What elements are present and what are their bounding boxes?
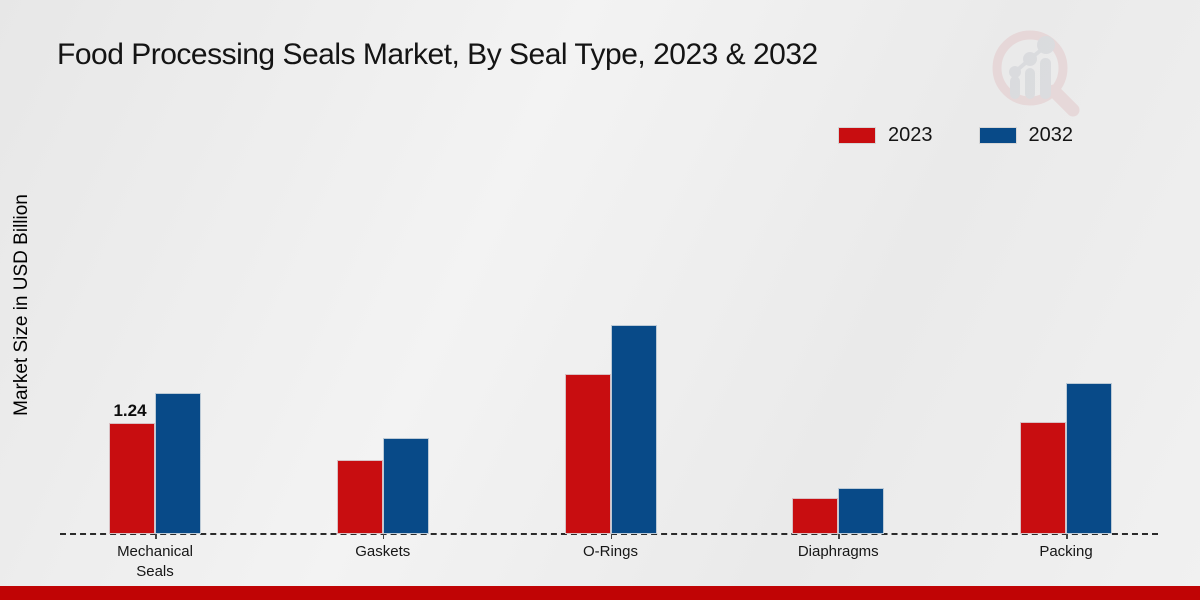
legend-item-2032: 2032	[978, 124, 1074, 147]
legend-label-2032: 2032	[1028, 124, 1074, 146]
category-label-diaphragms: Diaphragms	[797, 543, 879, 560]
bar-2032-diaphragms	[838, 488, 885, 534]
market-research-future-logo-icon	[992, 30, 1080, 117]
legend-swatch-2032	[978, 127, 1017, 144]
bar-2023-o-rings	[564, 373, 611, 534]
bar-2023-mechanical-seals	[109, 423, 155, 534]
x-axis-tick-mechanical-seals	[155, 534, 157, 539]
x-axis-tick-packing	[1066, 534, 1068, 539]
footer-accent-band	[0, 586, 1200, 600]
category-label-packing: Packing	[1039, 543, 1093, 560]
bar-2023-diaphragms	[792, 498, 839, 534]
x-axis-tick-gaskets	[382, 534, 385, 539]
legend: 2023 2032	[838, 124, 1073, 147]
chart-title: Food Processing Seals Market, By Seal Ty…	[57, 38, 818, 71]
legend-item-2023: 2023	[838, 124, 933, 147]
bar-2032-mechanical-seals	[155, 392, 201, 534]
x-axis-baseline	[60, 533, 1158, 535]
legend-label-2023: 2023	[888, 124, 933, 146]
bar-2032-packing	[1066, 382, 1112, 534]
bar-2032-o-rings	[610, 325, 657, 534]
bar-2023-gaskets	[336, 459, 383, 534]
x-axis-tick-o-rings	[610, 534, 612, 539]
bar-value-label-2023-mechanical-seals: 1.24	[113, 401, 147, 421]
bar-2023-packing	[1020, 422, 1066, 534]
category-label-mechanical-seals: Mechanical Seals	[117, 543, 193, 580]
category-label-gaskets: Gaskets	[355, 543, 411, 560]
bar-2032-gaskets	[382, 438, 429, 534]
x-axis-tick-diaphragms	[838, 534, 840, 539]
category-label-o-rings: O-Rings	[582, 543, 638, 560]
legend-swatch-2023	[838, 127, 876, 144]
